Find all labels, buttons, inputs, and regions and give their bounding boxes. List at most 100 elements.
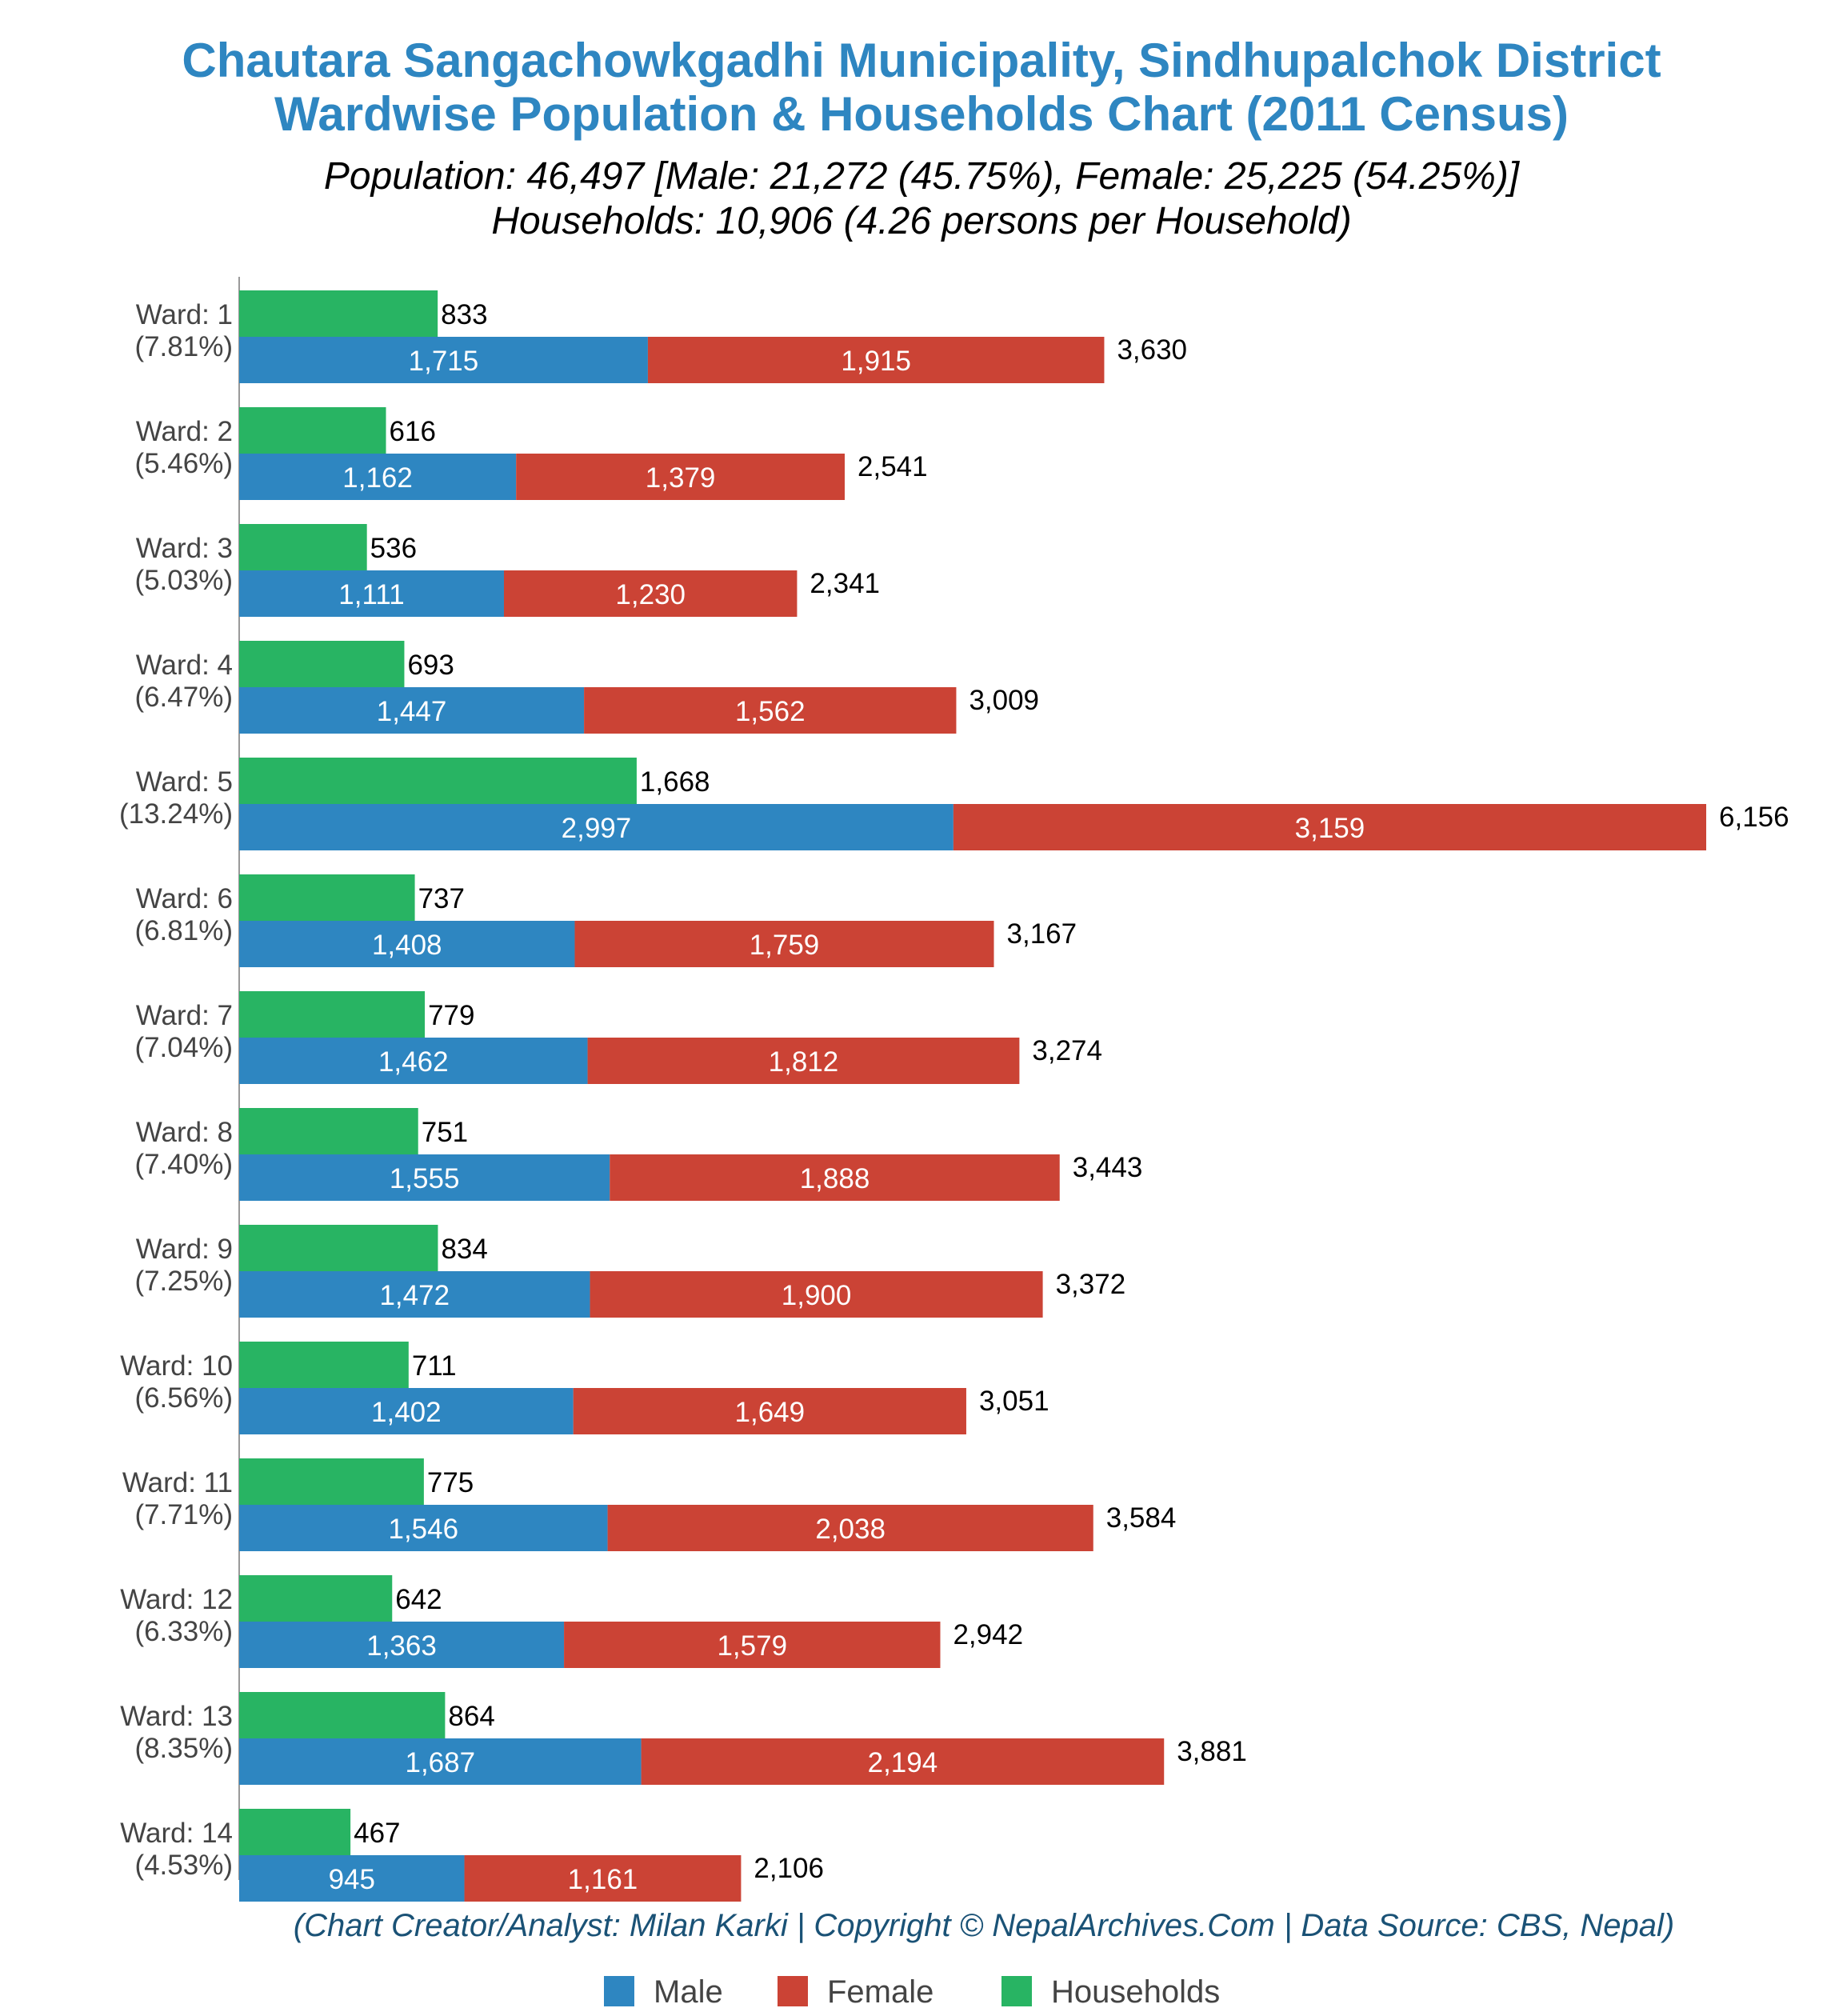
male-value-label: 1,546 [388, 1514, 458, 1545]
ward-percent-label: (5.03%) [134, 565, 233, 596]
total-value-label: 3,274 [1032, 1035, 1102, 1066]
ward-percent-label: (7.25%) [134, 1266, 233, 1297]
ward-label: Ward: 10 [120, 1350, 233, 1382]
ward-percent-label: (5.46%) [134, 448, 233, 479]
households-bar [239, 758, 637, 804]
households-bar [239, 290, 438, 337]
female-bar [953, 804, 1706, 850]
households-value-label: 711 [412, 1350, 457, 1382]
female-value-label: 1,579 [717, 1630, 787, 1662]
ward-percent-label: (6.81%) [134, 915, 233, 946]
households-bar [239, 991, 426, 1038]
male-value-label: 1,408 [372, 930, 442, 961]
male-bar [239, 1388, 574, 1434]
female-value-label: 2,194 [868, 1747, 938, 1778]
households-bar [239, 1225, 438, 1271]
female-bar [647, 337, 1105, 383]
chart-subtitle: Population: 46,497 [Male: 21,272 (45.75%… [324, 155, 1521, 198]
households-value-label: 864 [448, 1701, 494, 1732]
legend-swatch-households [1001, 1976, 1032, 2006]
male-bar [239, 687, 585, 734]
female-value-label: 1,230 [615, 579, 686, 610]
legend: Male Female Households [604, 1974, 1220, 2010]
female-bar [564, 1622, 941, 1668]
ward-label: Ward: 11 [122, 1467, 233, 1498]
female-value-label: 2,038 [815, 1514, 886, 1545]
male-value-label: 1,402 [371, 1397, 442, 1428]
female-bar [464, 1855, 742, 1902]
male-bar [239, 1154, 610, 1201]
total-value-label: 2,341 [810, 568, 880, 599]
households-value-label: 467 [354, 1818, 400, 1849]
female-value-label: 1,900 [782, 1280, 852, 1311]
total-value-label: 3,584 [1106, 1502, 1177, 1534]
ward-percent-label: (4.53%) [134, 1850, 233, 1881]
households-value-label: 775 [427, 1467, 474, 1498]
ward-label: Ward: 12 [120, 1584, 233, 1615]
total-value-label: 2,106 [754, 1853, 824, 1884]
male-value-label: 2,997 [562, 813, 632, 844]
chart-footer: (Chart Creator/Analyst: Milan Karki | Co… [294, 1908, 1674, 1943]
ward-label: Ward: 2 [136, 416, 233, 447]
female-value-label: 1,161 [568, 1864, 638, 1895]
ward-label: Ward: 13 [120, 1701, 233, 1732]
male-bar [239, 1038, 588, 1084]
households-bar [239, 1458, 424, 1505]
legend-swatch-female [778, 1976, 808, 2006]
ward-label: Ward: 14 [120, 1818, 233, 1849]
legend-swatch-male [604, 1976, 634, 2006]
ward-label: Ward: 9 [136, 1234, 233, 1265]
male-bar [239, 570, 504, 617]
female-bar [503, 570, 798, 617]
ward-label: Ward: 1 [136, 299, 233, 330]
households-bar [239, 1809, 351, 1855]
male-bar [239, 337, 648, 383]
total-value-label: 3,009 [969, 685, 1039, 716]
chart-title-line2: Wardwise Population & Households Chart (… [274, 87, 1569, 141]
male-value-label: 1,715 [409, 346, 479, 377]
households-bar [239, 1108, 418, 1154]
male-value-label: 1,447 [377, 696, 447, 727]
ward-percent-label: (7.40%) [134, 1149, 233, 1180]
male-value-label: 1,462 [378, 1046, 449, 1078]
legend-label-female: Female [827, 1974, 933, 2010]
female-bar [607, 1505, 1093, 1551]
female-bar [590, 1271, 1043, 1318]
total-value-label: 3,051 [979, 1386, 1049, 1417]
male-bar [239, 1622, 565, 1668]
female-bar [574, 921, 994, 967]
female-value-label: 1,759 [750, 930, 820, 961]
ward-label: Ward: 6 [136, 883, 233, 914]
female-value-label: 1,649 [735, 1397, 806, 1428]
ward-label: Ward: 4 [136, 650, 233, 681]
male-bar [239, 921, 575, 967]
total-value-label: 2,541 [858, 451, 928, 482]
male-value-label: 1,363 [366, 1630, 437, 1662]
households-value-label: 1,668 [640, 766, 710, 798]
male-value-label: 945 [329, 1864, 375, 1895]
households-bar [239, 1342, 409, 1388]
households-value-label: 737 [418, 883, 465, 914]
households-bar [239, 874, 415, 921]
male-bar [239, 804, 953, 850]
female-value-label: 1,562 [735, 696, 806, 727]
households-value-label: 693 [407, 650, 454, 681]
total-value-label: 2,942 [953, 1619, 1023, 1650]
female-value-label: 3,159 [1295, 813, 1365, 844]
households-value-label: 616 [390, 416, 436, 447]
female-value-label: 1,379 [646, 462, 716, 494]
households-value-label: 779 [428, 1000, 474, 1031]
female-bar [641, 1738, 1165, 1785]
male-value-label: 1,162 [342, 462, 413, 494]
chart-title: Chautara Sangachowkgadhi Municipality, S… [182, 34, 1661, 87]
total-value-label: 6,156 [1719, 802, 1789, 833]
ward-percent-label: (6.33%) [134, 1616, 233, 1647]
female-bar [516, 454, 846, 500]
ward-percent-label: (13.24%) [119, 798, 233, 830]
male-bar [239, 1738, 642, 1785]
female-bar [584, 687, 957, 734]
male-bar [239, 454, 517, 500]
ward-percent-label: (7.71%) [134, 1499, 233, 1530]
